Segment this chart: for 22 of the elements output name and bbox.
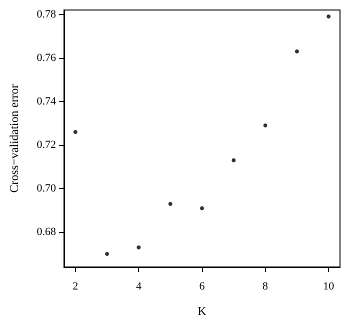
x-tick-label: 2	[72, 280, 78, 292]
point	[105, 252, 110, 256]
y-tick-label: 0.70	[36, 182, 56, 195]
point	[263, 123, 268, 128]
y-tick-label: 0.72	[36, 139, 56, 152]
x-tick-label: 10	[323, 280, 335, 292]
point	[136, 245, 141, 250]
y-tick-label: 0.76	[36, 52, 56, 64]
point	[168, 202, 172, 206]
point	[200, 206, 204, 210]
y-tick-label: 0.78	[36, 8, 56, 20]
x-axis-title: K	[198, 304, 207, 318]
point	[73, 130, 78, 134]
y-tick-label: 0.74	[36, 95, 56, 108]
x-tick-label: 6	[199, 280, 206, 292]
y-axis-title: Cross−validation error	[7, 84, 21, 193]
point	[294, 49, 299, 54]
point	[326, 14, 331, 19]
point	[232, 158, 236, 162]
y-tick-label: 0.68	[36, 226, 56, 238]
x-tick-label: 4	[136, 280, 142, 292]
x-tick-label: 8	[262, 280, 269, 292]
